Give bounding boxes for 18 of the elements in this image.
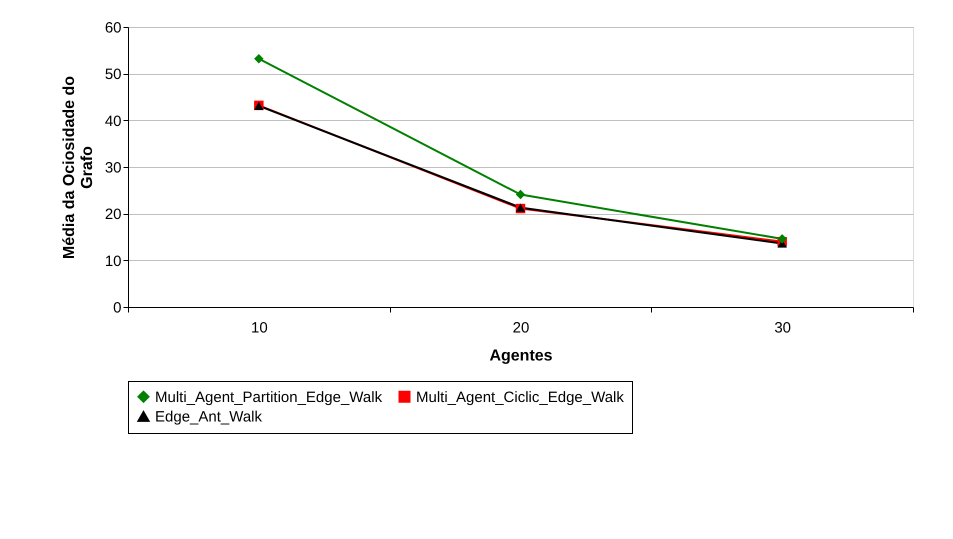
x-axis-title: Agentes [489,348,553,364]
x-tick-label: 10 [250,320,268,336]
point [254,54,264,64]
y-tick-label: 60 [104,20,122,36]
y-tick-label: 0 [113,300,122,316]
y-tick-label: 40 [104,112,122,130]
point [516,190,526,200]
y-tick-label: 20 [104,206,122,224]
legend-label: Edge_Ant_Walk [155,408,263,426]
y-tick-label: 50 [104,66,122,84]
y-axis-title: Média da Ociosidade do Grafo [60,76,96,260]
x-tick-label: 20 [512,320,530,336]
point [777,234,787,244]
x-tick-label: 30 [774,320,792,336]
y-tick-label: 10 [104,252,122,270]
legend-label: Multi_Agent_Partition_Edge_Walk [155,388,383,406]
y-tick-label: 30 [104,160,122,176]
legend-label: Multi_Agent_Ciclic_Edge_Walk [416,388,624,406]
